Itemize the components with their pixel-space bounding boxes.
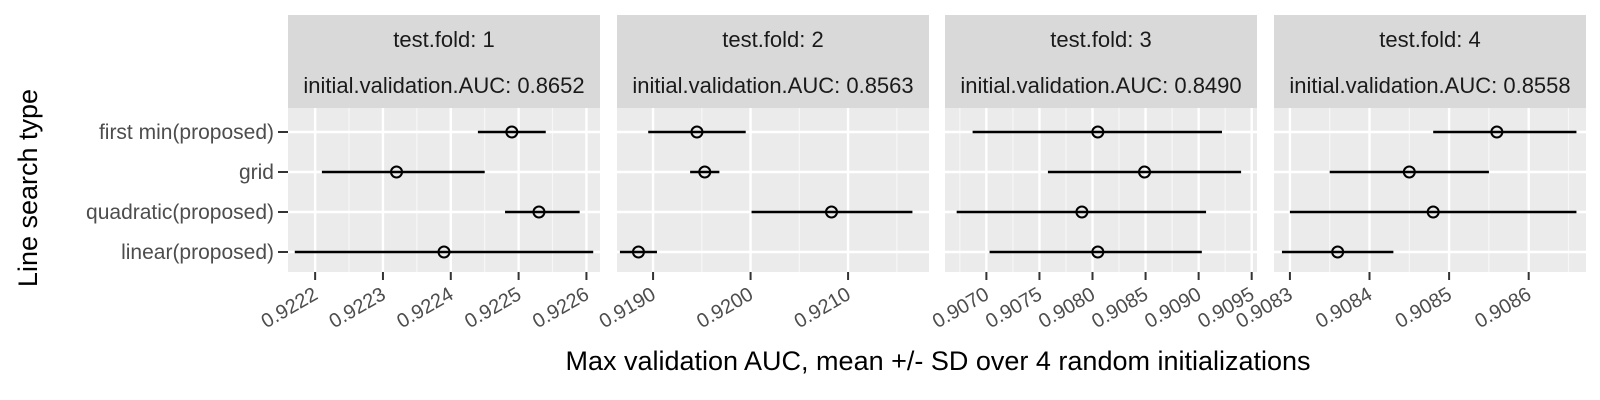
error-bar-group [690,165,720,179]
mean-point [390,165,404,179]
error-bar-group [1289,205,1577,219]
y-tick-label: quadratic(proposed) [86,201,274,224]
error-bar-group [1329,165,1489,179]
x-tick-label: 0.9086 [1471,283,1535,333]
mean-point [690,125,704,139]
x-tick-label: 0.9200 [693,283,757,333]
x-tick-label: 0.9225 [461,283,525,333]
mean-point [437,245,451,259]
mean-point [1331,245,1345,259]
y-tick-label: linear(proposed) [121,241,274,264]
x-tick-label: 0.9224 [393,283,457,333]
facet-strip [617,15,929,108]
error-bar-group [1281,245,1394,259]
strip-label-fold: test.fold: 4 [1379,27,1481,52]
x-tick-label: 0.9190 [596,283,660,333]
error-bar-group [505,205,580,219]
error-bar-group [294,245,594,259]
facet-strip [1274,15,1586,108]
panel-background [288,108,600,272]
mean-point [1138,165,1152,179]
x-tick-label: 0.9223 [325,283,389,333]
facet-strip [945,15,1257,108]
error-bar-group [972,125,1222,139]
x-tick-label: 0.9085 [1392,283,1456,333]
mean-point [1402,165,1416,179]
panel-background [1274,108,1586,272]
x-tick-label: 0.9075 [982,283,1046,333]
y-axis-title: Line search type [13,89,43,287]
mean-point [1091,125,1105,139]
x-axis-title: Max validation AUC, mean +/- SD over 4 r… [565,346,1310,376]
y-tick-label: grid [239,161,274,184]
y-tick-label: first min(proposed) [99,121,274,144]
strip-label-initial-auc: initial.validation.AUC: 0.8652 [303,73,584,98]
x-tick-label: 0.9084 [1312,283,1376,333]
error-bar-group [1433,125,1577,139]
mean-point [631,245,645,259]
facet-strip [288,15,600,108]
x-tick-label: 0.9070 [929,283,993,333]
x-tick-label: 0.9226 [529,283,593,333]
x-tick-label: 0.9222 [258,283,322,333]
mean-point [1426,205,1440,219]
error-bar-group [477,125,546,139]
error-bar-group [751,205,913,219]
strip-label-initial-auc: initial.validation.AUC: 0.8490 [960,73,1241,98]
strip-label-fold: test.fold: 2 [722,27,824,52]
mean-point [1075,205,1089,219]
error-bar-group [956,205,1207,219]
error-bar-group [989,245,1202,259]
mean-point [698,165,712,179]
error-bar-group [648,125,746,139]
strip-label-initial-auc: initial.validation.AUC: 0.8558 [1289,73,1570,98]
x-tick-label: 0.9080 [1035,283,1099,333]
mean-point [1091,245,1105,259]
panel-background [617,108,929,272]
x-tick-label: 0.9085 [1088,283,1152,333]
mean-point [825,205,838,219]
mean-point [505,125,519,139]
strip-label-fold: test.fold: 3 [1050,27,1152,52]
strip-label-fold: test.fold: 1 [393,27,495,52]
mean-point [532,205,546,219]
strip-label-initial-auc: initial.validation.AUC: 0.8563 [632,73,913,98]
mean-point [1490,125,1504,139]
error-bar-group [619,245,657,259]
x-tick-label: 0.9210 [791,283,855,333]
error-bar-group [321,165,485,179]
error-bar-group [1047,165,1242,179]
x-tick-label: 0.9090 [1141,283,1205,333]
